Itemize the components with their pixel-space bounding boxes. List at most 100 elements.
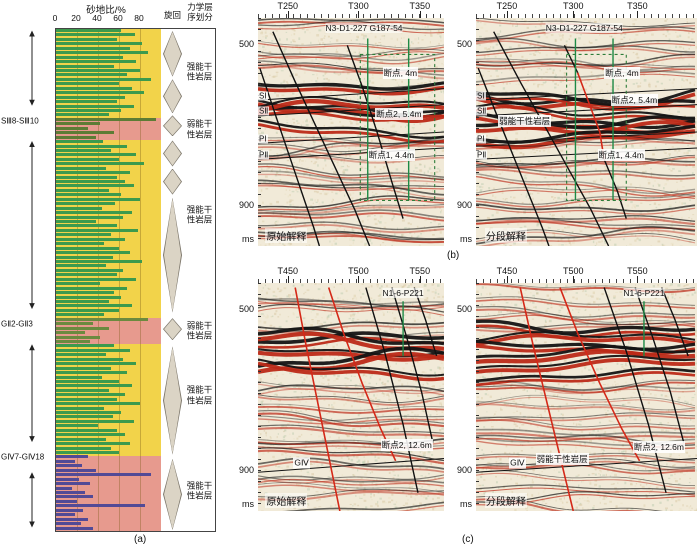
grid-line [140,29,141,531]
sand-ratio-axis-ticks: 0 20 40 60 80 [53,13,160,25]
sand-ratio-bar [56,499,77,503]
sand-ratio-bar [56,100,117,104]
horizon-line [258,105,444,116]
depth-range-arrows [29,30,35,528]
seismic-image [476,18,697,246]
arrowhead-up-icon [29,140,35,147]
sand-ratio-bar [56,313,105,317]
sand-ratio-bar [56,362,136,366]
sand-ratio-bar [56,264,107,268]
sand-ratio-bar [56,117,156,121]
horizon-label: SⅡ [258,106,270,116]
interpretation-overlay [476,18,697,246]
sand-ratio-bar [56,148,111,152]
arrowhead-up-icon [29,472,35,479]
fault-offset-annotation: 断点2, 12.6m [632,441,685,454]
sand-ratio-bar [56,335,101,339]
sand-ratio-bar [56,455,88,459]
well-zone-dashed-box [360,54,434,200]
horizon-line [258,459,444,473]
cycle-spindle-fill [164,459,181,529]
horizon-line [476,105,697,116]
sand-ratio-bar [56,459,75,463]
sand-ratio-bar [56,446,111,450]
layer-annotation: GⅣ [293,457,310,469]
horizon-label: SⅠ [258,91,268,101]
cycle-spindle [163,168,182,195]
sand-ratio-bar [56,131,114,135]
left-tick-strip [476,18,479,246]
sand-ratio-bar [56,299,109,303]
fault-line [635,288,684,443]
horizon-line [258,148,444,159]
horizon-label: PⅡ [258,150,270,160]
arrowhead-down-icon [29,521,35,528]
time-unit-label: ms [460,234,472,244]
well-name-label: N1-6-P221 [382,287,424,298]
fault-line-red [560,288,640,461]
sand-ratio-bar [56,268,124,272]
sand-ratio-bar [56,224,117,228]
horizon-label: SⅡ [476,106,488,116]
sand-ratio-bar [56,291,114,295]
major-tick [573,11,575,18]
fault-offset-annotation: 断点2, 12.6m [380,438,433,451]
sand-ratio-bar [56,526,93,530]
sand-ratio-bar [56,419,134,423]
fault-line [347,45,403,218]
cycle-spindle-fill [164,347,181,454]
horizon-line [476,459,697,473]
time-label-top: 500 [238,303,254,314]
fault-line [604,288,666,493]
sand-ratio-bar [56,277,136,281]
panel-c-label: (c) [462,534,474,545]
sand-ratio-bar [56,513,75,517]
sand-ratio-bar [56,379,119,383]
trace-tick-label: T500 [348,266,369,276]
cycle-spindle [163,140,182,167]
fault-offset-annotation: 断点1, 4.4m [597,148,645,161]
time-label-top: 500 [238,38,254,49]
cycle-spindle-fill [164,169,181,194]
mech-column-header: 力学层序划分 [187,2,213,23]
major-tick [573,276,575,283]
sand-ratio-bar [56,428,117,432]
trace-tick-label: T450 [496,266,518,276]
sand-ratio-bar [56,46,130,50]
sand-ratio-bar [56,188,109,192]
minor-tick-strip [258,279,444,283]
trace-tick-label: T550 [409,266,431,276]
sand-ratio-bar [56,122,101,126]
cycle-spindle-fill [164,116,181,136]
sand-ratio-bar [56,388,109,392]
sand-ratio-bar [56,220,96,224]
time-unit-label: ms [242,499,254,509]
axis-tick-label: 40 [92,13,102,23]
time-label-top: 500 [456,303,472,314]
sand-ratio-bar [56,211,132,215]
mech-layer-label: 强能干性岩层 [186,384,213,406]
fault-offset-annotation: 断点1, 4.4m [367,148,416,161]
sand-ratio-plot [55,28,162,532]
trace-tick-label: T250 [277,1,299,11]
sand-ratio-bar [56,433,126,437]
time-label-bottom: 900 [456,200,472,211]
sand-ratio-bar [56,175,117,179]
layer-annotation: GⅣ [509,457,526,469]
sand-ratio-bar [56,237,126,241]
sand-ratio-bar [56,322,93,326]
interpretation-caption: 分段解释 [484,228,527,243]
sand-ratio-bar [56,86,132,90]
sand-ratio-bar [56,228,138,232]
strat-interval-label: GⅣ7-GⅣ18 [0,452,46,462]
trace-tick-label: T300 [348,1,369,11]
interpretation-overlay [258,283,444,511]
sand-ratio-bar [56,37,117,41]
sand-ratio-bar [56,317,149,321]
litho-zone-band [56,317,161,345]
sand-ratio-bar [56,442,130,446]
sand-ratio-bar [56,233,111,237]
sand-ratio-bar [56,55,124,59]
mech-layer-label: 强能干性岩层 [186,61,213,82]
